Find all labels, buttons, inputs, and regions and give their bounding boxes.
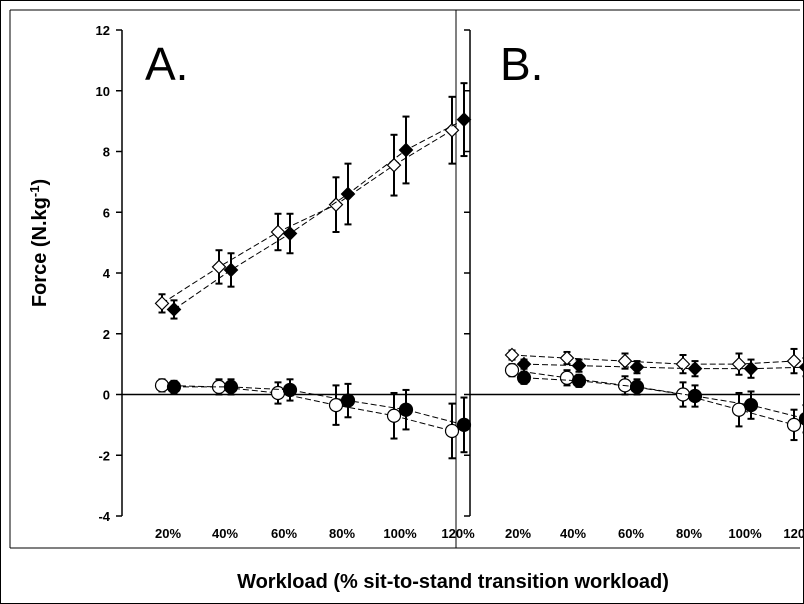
y-tick-label: 0: [103, 388, 110, 403]
x-tick-label: 120%: [441, 526, 475, 541]
data-point-diamond: [687, 361, 703, 377]
data-point-diamond: [340, 186, 356, 202]
data-point-circle: [340, 393, 356, 408]
data-point-diamond: [154, 296, 170, 311]
panel-1-series-0-line: [511, 354, 795, 365]
panel-label-1: B.: [500, 38, 543, 90]
data-point-circle: [743, 398, 759, 413]
data-point-diamond: [223, 262, 239, 278]
y-tick-label: 12: [96, 23, 110, 38]
x-tick-label: 20%: [505, 526, 531, 541]
data-point-circle: [166, 379, 182, 395]
x-tick-label: 100%: [383, 526, 417, 541]
y-axis-title: Force (N.kg-1): [27, 179, 51, 307]
data-point-circle: [282, 382, 298, 398]
panel-0-series-0-line: [161, 129, 453, 304]
x-tick-label: 80%: [329, 526, 355, 541]
x-tick-label: 60%: [618, 526, 644, 541]
x-axis-title: Workload (% sit-to-stand transition work…: [237, 571, 669, 593]
data-point-diamond: [798, 361, 804, 373]
x-tick-label: 100%: [728, 526, 762, 541]
data-point-diamond: [398, 142, 414, 158]
data-point-circle: [629, 379, 645, 395]
y-tick-label: 10: [96, 84, 110, 99]
data-point-diamond: [617, 353, 633, 369]
series-layer: [154, 82, 804, 460]
y-tick-label: 8: [103, 145, 110, 160]
data-point-circle: [270, 385, 286, 401]
y-tick-label: -4: [98, 509, 110, 524]
data-point-diamond: [270, 224, 286, 240]
panel-0-series-2-line: [161, 384, 453, 432]
x-tick-label: 80%: [676, 526, 702, 541]
x-tick-label: 120%: [783, 526, 804, 541]
data-point-diamond: [456, 112, 472, 127]
data-point-circle: [687, 388, 703, 404]
data-point-circle: [559, 370, 575, 385]
data-point-diamond: [211, 259, 227, 275]
data-point-diamond: [731, 356, 747, 372]
data-point-circle: [786, 417, 802, 432]
data-point-circle: [154, 378, 170, 393]
x-tick-label: 40%: [560, 526, 586, 541]
x-tick-label: 60%: [271, 526, 297, 541]
panel-1-series-3-line: [523, 377, 804, 419]
data-point-diamond: [559, 350, 575, 366]
data-point-diamond: [516, 356, 532, 372]
y-tick-label: 6: [103, 205, 110, 220]
data-point-diamond: [166, 302, 182, 317]
data-point-circle: [456, 417, 472, 432]
panel-1-series-1-line: [523, 363, 804, 370]
data-point-circle: [398, 402, 414, 417]
data-point-diamond: [282, 226, 298, 241]
x-tick-label: 20%: [155, 526, 181, 541]
panel-1-series-2-line: [511, 369, 795, 426]
y-tick-label: 4: [103, 266, 111, 281]
data-point-circle: [516, 370, 532, 385]
data-point-diamond: [743, 361, 759, 377]
y-tick-label: 2: [103, 327, 110, 342]
data-point-circle: [798, 411, 804, 426]
data-point-circle: [386, 408, 402, 423]
panel-0-series-1-line: [173, 119, 465, 310]
y-tick-label: -2: [98, 448, 110, 463]
data-point-diamond: [675, 356, 691, 372]
data-point-circle: [504, 363, 520, 378]
data-point-diamond: [571, 358, 587, 373]
data-point-circle: [223, 379, 239, 395]
panel-label-0: A.: [145, 38, 188, 90]
data-point-circle: [328, 398, 344, 413]
data-point-diamond: [328, 197, 344, 213]
panel-0-series-3-line: [174, 386, 465, 426]
data-point-circle: [731, 402, 747, 417]
data-point-circle: [571, 373, 587, 388]
data-point-diamond: [504, 347, 520, 363]
x-tick-label: 40%: [212, 526, 238, 541]
data-point-circle: [444, 423, 460, 439]
data-point-diamond: [629, 359, 645, 375]
